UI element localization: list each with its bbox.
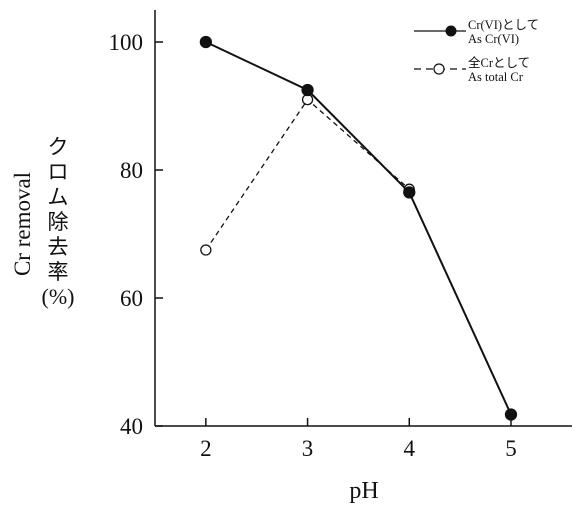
- series-line-1: [205, 98, 410, 251]
- legend-label-totalcr-jp: 全Crとして: [468, 55, 530, 70]
- x-tick-label: 3: [302, 436, 314, 461]
- y-ticks: 40 60 80 100: [109, 30, 163, 439]
- y-axis-label-jp-char: 率: [48, 260, 69, 284]
- series-layer: [199, 35, 518, 421]
- legend-marker-cr6: [445, 25, 457, 37]
- legend-marker-totalcr: [433, 63, 445, 75]
- legend: Cr(VI)として As Cr(VI) 全Crとして As total Cr: [414, 18, 539, 84]
- y-tick-label: 100: [109, 30, 144, 55]
- y-tick-label: 40: [120, 414, 143, 439]
- data-point: [403, 186, 416, 199]
- data-point: [200, 244, 212, 256]
- data-point: [301, 83, 314, 97]
- x-axis-label: pH: [349, 478, 378, 504]
- y-tick-label: 60: [120, 286, 143, 311]
- legend-label-totalcr-en: As total Cr: [468, 70, 524, 84]
- data-point: [199, 35, 213, 49]
- y-axis-label-jp-char: ク: [48, 135, 69, 159]
- x-tick-label: 4: [404, 436, 416, 461]
- x-ticks: 2 3 4 5: [200, 418, 517, 461]
- y-axis-label-en: Cr removal: [10, 172, 35, 276]
- data-point: [504, 408, 518, 421]
- x-tick-label: 2: [200, 436, 212, 461]
- series-line-0: [205, 41, 512, 415]
- y-axis-label-jp-char: ム: [48, 185, 69, 209]
- legend-label-cr6-en: As Cr(VI): [468, 32, 519, 46]
- y-axis-label-jp-char: 去: [48, 235, 69, 259]
- y-axis-unit: (%): [42, 284, 75, 309]
- legend-label-cr6-jp: Cr(VI)として: [468, 18, 539, 32]
- y-axis-label-jp-char: 除: [48, 210, 69, 234]
- y-axis-label-jp-char: ロ: [48, 160, 69, 184]
- y-tick-label: 80: [120, 158, 143, 183]
- x-tick-label: 5: [505, 436, 517, 461]
